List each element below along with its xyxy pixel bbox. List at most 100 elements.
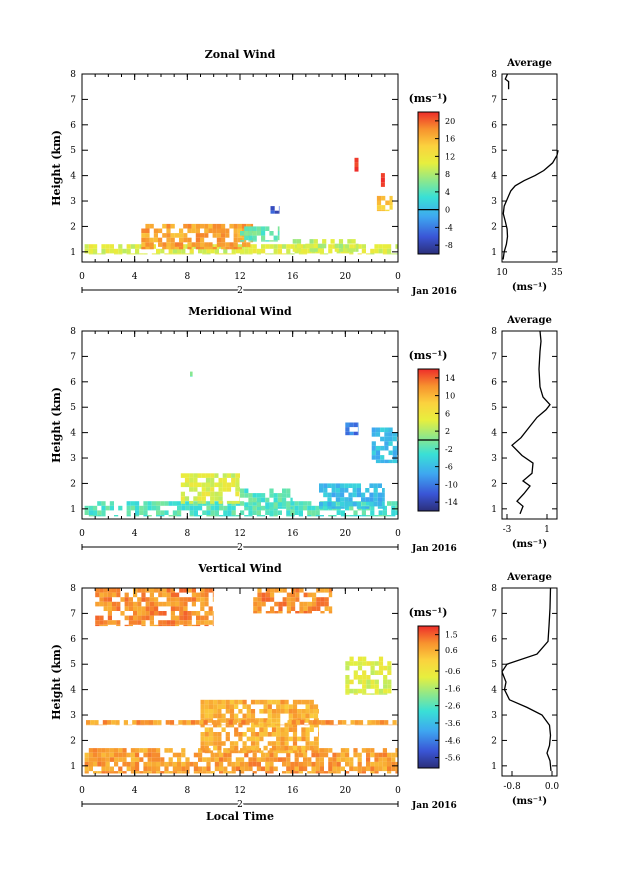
heatmap-cell [303,611,308,614]
heatmap-cell [292,732,298,737]
heatmap-cell [222,482,227,488]
heatmap-cell [191,228,196,234]
heatmap-cell [187,223,192,229]
date-label: Jan 2016 [411,287,457,297]
heatmap-cell [229,246,234,250]
heatmap-cell [170,620,175,625]
heatmap-cell [271,727,277,732]
heatmap-cell [128,620,133,625]
heatmap-cell [319,253,324,255]
heatmap-cell [116,620,121,625]
day-label: 2 [237,800,243,810]
heatmap-cell [349,688,354,694]
heatmap-cell [177,757,182,762]
heatmap-cell [240,766,245,772]
heatmap-cell [214,510,219,515]
heatmap-cell [263,745,268,751]
heatmap-cell [286,493,291,498]
heatmap-cell [212,615,214,621]
heatmap-cell [291,597,296,602]
heatmap-cell [263,727,268,732]
heatmap-cell [366,675,371,680]
heatmap-cell [382,501,385,507]
heatmap-cell [225,233,230,238]
heatmap-cell [261,766,266,772]
heatmap-cell [297,709,302,714]
heatmap-cell [187,246,192,250]
heatmap-cell [383,665,388,671]
heatmap-cell [391,515,396,517]
heatmap-cell [205,477,211,483]
heatmap-cell [331,488,336,493]
heatmap-cell [234,699,239,705]
heatmap-cell [235,766,240,772]
heatmap-cell [271,741,277,746]
heatmap-cell [135,748,140,753]
heatmap-cell [204,736,209,742]
heatmap-cell [114,761,119,767]
heatmap-cell [248,515,253,517]
heatmap-cell [292,704,298,709]
heatmap-cell [158,592,163,598]
heatmap-cell [120,597,125,602]
heatmap-cell [229,741,235,746]
heatmap-cell [318,722,319,728]
heatmap-cell [291,606,296,611]
heatmap-cell [240,493,245,498]
heatmap-cell [242,699,247,705]
heatmap-cell [166,237,171,243]
heatmap-cell [319,501,324,507]
heatmap-cell [97,748,102,753]
heatmap-cell [184,496,190,501]
heatmap-cell [130,761,135,767]
heatmap-cell [227,757,232,762]
heatmap-cell [378,757,383,762]
heatmap-cell [97,771,102,774]
heatmap-cell [90,720,95,725]
heatmap-cell [369,483,374,488]
heatmap-cell [179,615,184,621]
heatmap-cell [229,223,234,229]
heatmap-cell [112,588,117,593]
heatmap-cell [282,771,287,774]
heatmap-cell [196,611,201,616]
heatmap-cell [136,720,141,725]
heatmap-cell [391,501,396,506]
heatmap-cell [223,248,228,254]
heatmap-cell [392,432,397,437]
heatmap-cell [328,757,333,762]
heatmap-cell [316,597,321,602]
heatmap-cell [378,515,383,517]
heatmap-cell [187,242,192,247]
heatmap-cell [277,497,282,503]
heatmap-cell [253,724,259,726]
heatmap-cell [195,720,200,725]
heatmap-cell [278,601,283,607]
heatmap-cell [118,748,123,753]
heatmap-cell [184,477,190,483]
heatmap-cell [158,620,163,625]
heatmap-cell [244,505,249,511]
heatmap-cell [216,724,221,726]
heatmap-cell [381,205,386,210]
heatmap-cell [175,597,180,602]
date-label: Jan 2016 [411,801,457,811]
heatmap-cell [327,501,332,507]
heatmap-cell [183,606,188,611]
heatmap-cell [377,492,382,498]
heatmap-cell [370,752,375,758]
heatmap-cell [361,771,366,774]
heatmap-cell [128,624,133,627]
heatmap-cell [370,761,375,767]
x-tick-label: 20 [340,786,352,796]
heatmap-cell [97,761,102,767]
heatmap-cell [165,720,170,725]
heatmap-cell [238,750,243,754]
heatmap-cell [170,237,175,243]
heatmap-cell [123,720,128,725]
heatmap-cell [382,515,387,517]
heatmap-cell [301,745,306,751]
colorbar-tick-label: -14 [445,498,458,507]
heatmap-cell [370,253,375,255]
